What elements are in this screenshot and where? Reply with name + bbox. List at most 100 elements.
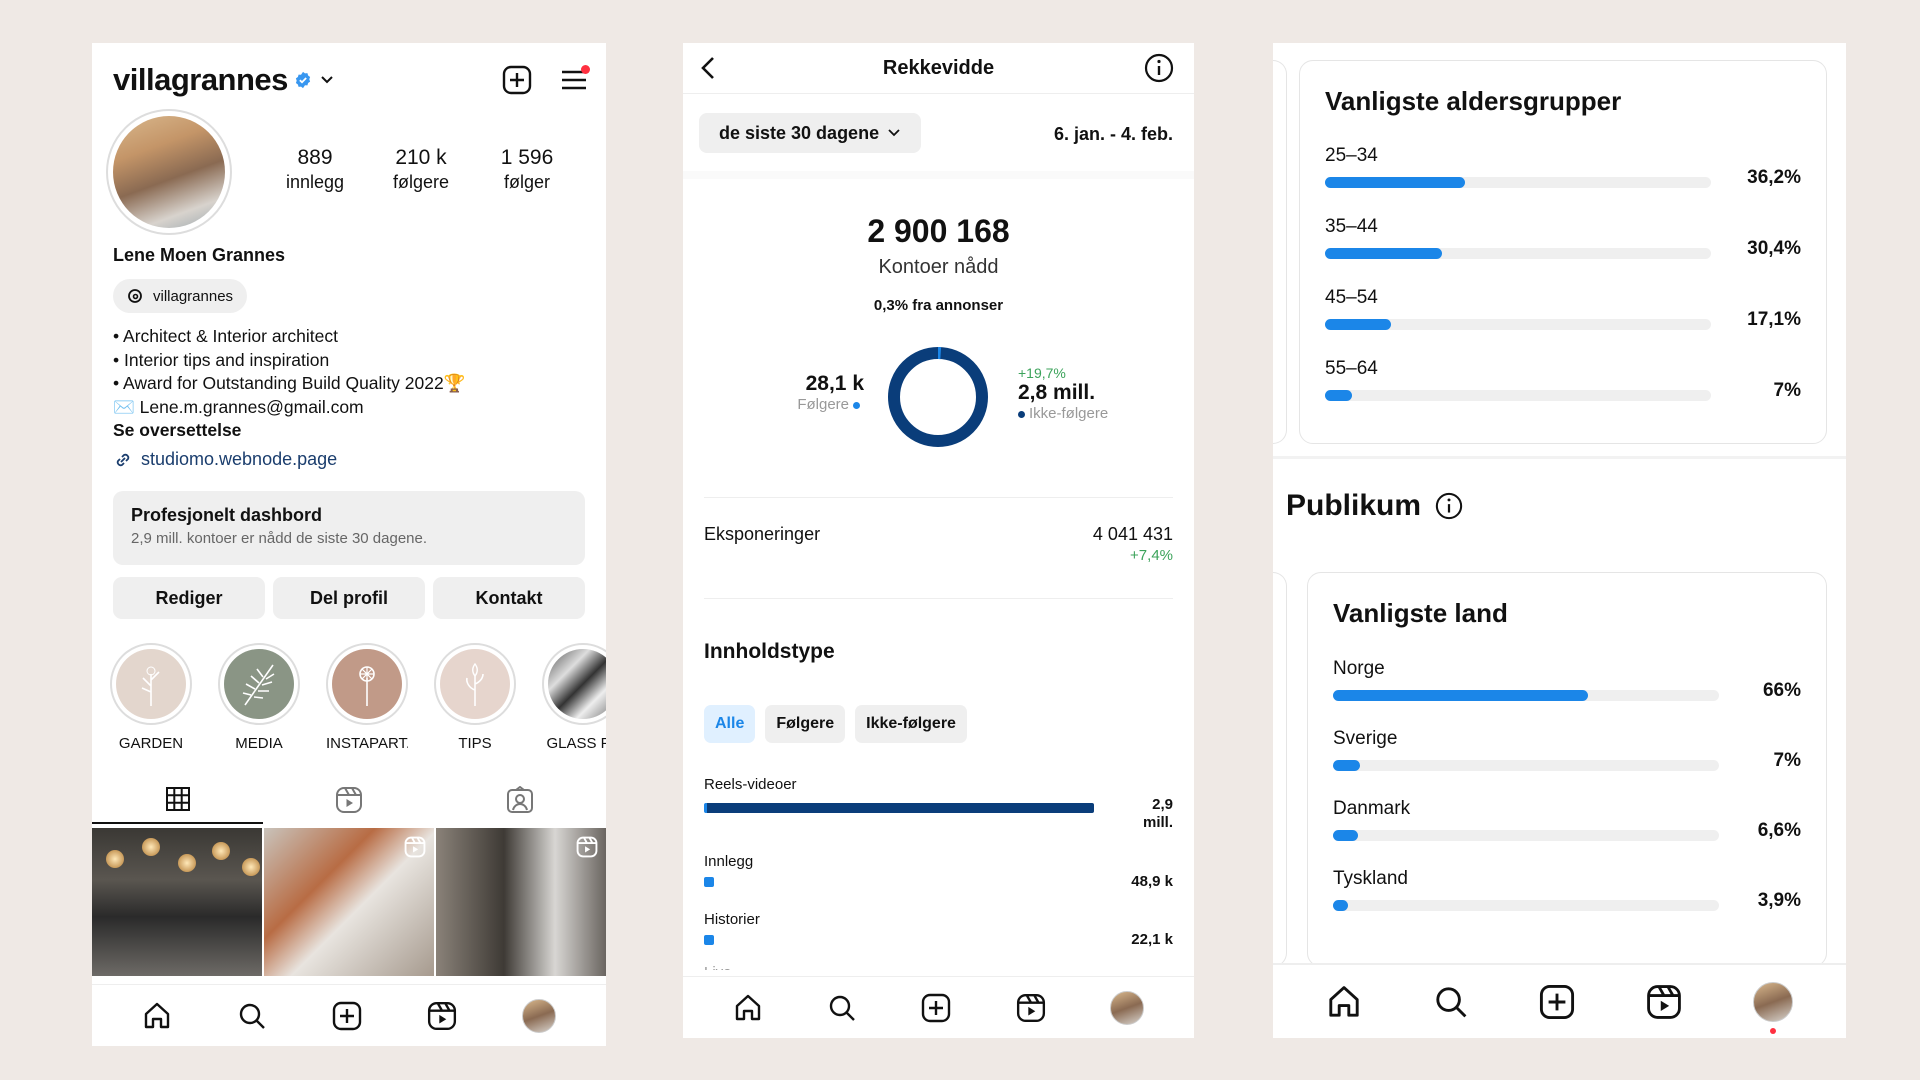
tab-reels[interactable] bbox=[263, 776, 434, 824]
home-icon[interactable] bbox=[733, 993, 763, 1023]
tab-grid[interactable] bbox=[92, 776, 264, 824]
followers-value: 28,1 k bbox=[805, 372, 864, 395]
search-icon[interactable] bbox=[237, 1001, 267, 1031]
story-highlights: GARDEN MEDIA INSTAPART... TIPS GLASS PA bbox=[110, 643, 606, 752]
date-range-dropdown[interactable]: de siste 30 dagene bbox=[699, 113, 922, 153]
tab-tagged[interactable] bbox=[435, 776, 606, 824]
search-icon[interactable] bbox=[827, 993, 857, 1023]
home-icon[interactable] bbox=[1326, 984, 1362, 1020]
country-row-value: 6,6% bbox=[1757, 820, 1801, 841]
country-row-label: Tyskland bbox=[1333, 868, 1408, 889]
reels-icon[interactable] bbox=[427, 1001, 457, 1031]
accounts-reached-label: Kontoer nådd bbox=[878, 256, 999, 278]
stat-followers[interactable]: 210 k følgere bbox=[392, 146, 450, 192]
chevron-down-icon bbox=[888, 129, 900, 137]
accounts-reached-value: 2 900 168 bbox=[867, 213, 1010, 249]
info-icon[interactable] bbox=[1435, 492, 1463, 520]
content-row-value: 2,9 bbox=[1152, 796, 1173, 813]
country-bar bbox=[1333, 900, 1349, 911]
profile-nav-item[interactable] bbox=[1752, 981, 1793, 1034]
highlight-tips[interactable]: TIPS bbox=[434, 643, 516, 752]
highlight-garden[interactable]: GARDEN bbox=[110, 643, 192, 752]
home-icon[interactable] bbox=[142, 1001, 172, 1031]
post-thumbnail[interactable] bbox=[436, 828, 606, 976]
post-thumbnail[interactable] bbox=[264, 828, 434, 976]
highlight-label: TIPS bbox=[458, 735, 492, 752]
nonfollowers-value: 2,8 mill. bbox=[1018, 381, 1096, 404]
country-row-value: 66% bbox=[1762, 680, 1801, 701]
profile-username[interactable]: villagrannes bbox=[113, 62, 288, 97]
highlight-media[interactable]: MEDIA bbox=[218, 643, 300, 752]
page-title: Rekkevidde bbox=[882, 56, 995, 79]
profile-full-name: Lene Moen Grannes bbox=[113, 245, 286, 265]
professional-dashboard[interactable]: Profesjonelt dashbord 2,9 mill. kontoer … bbox=[113, 491, 585, 565]
back-arrow-icon[interactable] bbox=[695, 54, 723, 82]
edit-profile-button[interactable]: Rediger bbox=[113, 577, 265, 619]
stat-posts[interactable]: 889 innlegg bbox=[285, 146, 345, 192]
profile-avatar[interactable] bbox=[106, 109, 232, 235]
grid-icon bbox=[165, 787, 190, 811]
reels-icon bbox=[335, 787, 362, 813]
country-row: Danmark 6,6% bbox=[1333, 798, 1801, 848]
profile-tabs bbox=[92, 776, 606, 824]
impressions-value: 4 041 431 bbox=[1092, 524, 1173, 544]
profile-stats: 889 innlegg 210 k følgere 1 596 følger bbox=[262, 146, 580, 193]
bio-line: • Interior tips and inspiration bbox=[113, 349, 330, 370]
date-range-label: de siste 30 dagene bbox=[719, 122, 880, 143]
age-bar bbox=[1325, 390, 1353, 401]
country-row-value: 7% bbox=[1773, 750, 1801, 771]
highlight-label: INSTAPART... bbox=[326, 735, 408, 752]
threads-badge[interactable]: villagrannes bbox=[113, 279, 248, 313]
flower-icon bbox=[359, 666, 375, 706]
notification-dot bbox=[1769, 1027, 1776, 1034]
search-icon[interactable] bbox=[1433, 984, 1469, 1020]
content-bar bbox=[704, 877, 714, 887]
reels-icon[interactable] bbox=[1646, 984, 1682, 1020]
see-translation-link[interactable]: Se oversettelse bbox=[113, 420, 242, 440]
content-row-label: Innlegg bbox=[704, 853, 754, 870]
contact-button[interactable]: Kontakt bbox=[433, 577, 585, 619]
profile-nav-avatar[interactable] bbox=[1752, 981, 1793, 1022]
content-bar bbox=[704, 803, 1094, 813]
chevron-down-icon[interactable] bbox=[320, 75, 334, 85]
followers-stat: 28,1 k Følgere bbox=[797, 372, 864, 413]
create-icon[interactable] bbox=[332, 1001, 362, 1031]
create-post-icon[interactable] bbox=[502, 65, 532, 95]
nonfollowers-label: Ikke-følgere bbox=[1029, 405, 1109, 422]
profile-link[interactable]: studiomo.webnode.page bbox=[113, 449, 337, 470]
country-row-label: Danmark bbox=[1333, 798, 1411, 819]
post-thumbnail[interactable] bbox=[92, 828, 262, 976]
bio-email[interactable]: ✉️ Lene.m.grannes@gmail.com bbox=[113, 396, 364, 417]
followers-label: Følgere bbox=[797, 396, 849, 413]
threads-handle: villagrannes bbox=[153, 287, 234, 305]
profile-header: villagrannes bbox=[113, 57, 590, 103]
reach-donut-chart bbox=[888, 347, 988, 447]
create-icon[interactable] bbox=[1539, 984, 1575, 1020]
country-row-label: Sverige bbox=[1333, 728, 1398, 749]
followers-legend-dot bbox=[853, 401, 860, 409]
stat-following[interactable]: 1 596 følger bbox=[500, 146, 554, 192]
content-row-cut-label: Live bbox=[704, 964, 732, 970]
create-icon[interactable] bbox=[921, 993, 951, 1023]
highlight-label: GARDEN bbox=[118, 735, 184, 752]
menu-icon[interactable] bbox=[560, 65, 590, 92]
profile-link-text: studiomo.webnode.page bbox=[141, 449, 338, 469]
content-row-label: Reels-videoer bbox=[704, 776, 797, 793]
audience-section-title: Publikum bbox=[1286, 489, 1422, 522]
reel-badge-icon bbox=[576, 836, 598, 858]
highlight-glass[interactable]: GLASS PA bbox=[542, 643, 606, 752]
bottom-nav bbox=[683, 976, 1194, 1038]
profile-nav-avatar[interactable] bbox=[1109, 990, 1144, 1025]
filter-all[interactable]: Alle bbox=[704, 705, 756, 743]
reels-icon[interactable] bbox=[1016, 993, 1046, 1023]
flower-icon bbox=[141, 666, 160, 706]
highlight-instapart[interactable]: INSTAPART... bbox=[326, 643, 408, 752]
share-profile-button[interactable]: Del profil bbox=[273, 577, 425, 619]
reach-screen: Rekkevidde de siste 30 dagene 6. jan. - … bbox=[683, 43, 1194, 1038]
ads-share-note: 0,3% fra annonser bbox=[873, 297, 1004, 314]
filter-nonfollowers[interactable]: Ikke-følgere bbox=[855, 705, 967, 743]
info-icon[interactable] bbox=[1144, 53, 1174, 83]
filter-followers[interactable]: Følgere bbox=[765, 705, 846, 743]
dashboard-title: Profesjonelt dashbord bbox=[131, 505, 323, 525]
profile-nav-avatar[interactable] bbox=[521, 998, 556, 1033]
